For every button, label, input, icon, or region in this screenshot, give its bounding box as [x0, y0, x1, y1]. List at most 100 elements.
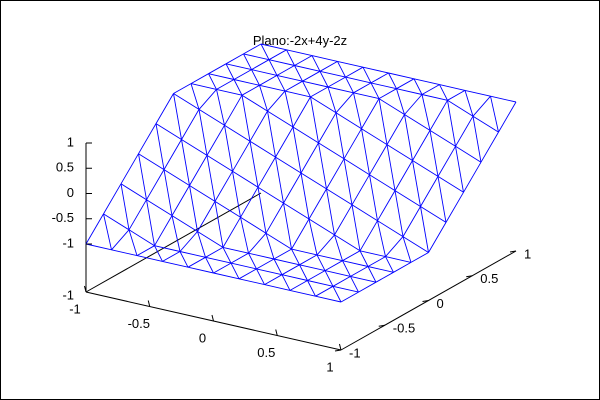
- mesh-line: [318, 142, 345, 160]
- base-left-edge: [85, 192, 262, 293]
- x-tick-label: 0.5: [257, 345, 275, 360]
- z-tick-label: 0.5: [56, 160, 74, 175]
- mesh-diagonal: [412, 160, 421, 207]
- x-tick-mark: [275, 329, 278, 336]
- mesh-diagonal: [260, 43, 270, 60]
- mesh-line: [420, 176, 439, 207]
- mesh-line: [265, 232, 292, 250]
- mesh-line: [273, 258, 300, 266]
- mesh-line: [267, 110, 294, 128]
- mesh-line: [342, 260, 369, 267]
- mesh-line: [103, 183, 122, 215]
- mesh-diagonal: [359, 250, 369, 267]
- mesh-line: [171, 215, 198, 232]
- mesh-line: [264, 284, 291, 291]
- mesh-line: [214, 201, 241, 218]
- mesh-line: [335, 112, 362, 130]
- mesh-line: [404, 114, 431, 131]
- mesh-line: [238, 268, 257, 280]
- mesh-diagonal: [342, 260, 351, 277]
- mesh-diagonal: [230, 262, 240, 280]
- mesh-diagonal: [316, 254, 326, 271]
- mesh-line: [289, 280, 308, 291]
- mesh-line: [472, 95, 491, 117]
- mesh-line: [190, 73, 209, 84]
- mesh-line: [163, 169, 190, 186]
- mesh-line: [402, 236, 429, 253]
- mesh-diagonal: [337, 61, 346, 78]
- mesh-line: [498, 101, 517, 133]
- mesh-line: [230, 262, 257, 270]
- mesh-line: [163, 139, 182, 170]
- mesh-line: [307, 280, 334, 287]
- mesh-line: [421, 94, 448, 101]
- mesh-line: [276, 65, 295, 76]
- z-tick-label: 1: [67, 134, 74, 149]
- tick-labels-group: -1 -0.5 0 0.5 1 -1 -0.5 0 0.5 1 -1 -0.5 0 0.5 1 -1: [52, 134, 532, 374]
- mesh-line: [316, 234, 335, 256]
- mesh-line: [299, 264, 326, 272]
- mesh-line: [251, 59, 270, 70]
- mesh-line: [370, 82, 397, 90]
- chart-title: Plano:-2x+4y-2z: [253, 33, 347, 48]
- mesh-diagonal: [155, 123, 165, 170]
- mesh-diagonal: [197, 231, 206, 258]
- mesh-diagonal: [343, 158, 353, 205]
- mesh-line: [181, 139, 208, 156]
- mesh-line: [375, 271, 394, 283]
- mesh-line: [463, 161, 482, 193]
- mesh-line: [206, 125, 225, 156]
- mesh-line: [394, 160, 413, 191]
- mesh-line: [197, 201, 216, 232]
- x-tick-mark: [84, 285, 87, 293]
- mesh-line: [138, 123, 157, 154]
- mesh-line: [315, 295, 342, 303]
- mesh-line: [265, 202, 284, 234]
- mesh-line: [85, 243, 112, 251]
- mesh-diagonal: [345, 76, 354, 94]
- mesh-diagonal: [311, 55, 321, 72]
- mesh-line: [264, 274, 283, 285]
- mesh-diagonal: [361, 128, 370, 175]
- mesh-line: [128, 229, 155, 247]
- mesh-line: [413, 78, 440, 86]
- mesh-diagonal: [437, 176, 447, 223]
- mesh-diagonal: [318, 142, 327, 189]
- mesh-line: [241, 94, 268, 112]
- mesh-line: [179, 231, 198, 252]
- mesh-line: [334, 234, 361, 252]
- mesh-line: [334, 204, 353, 236]
- mesh-line: [146, 169, 165, 200]
- mesh-line: [437, 146, 456, 177]
- mesh-line: [291, 218, 310, 250]
- mesh-line: [251, 69, 278, 76]
- mesh-line: [402, 206, 421, 237]
- mesh-line: [326, 158, 345, 190]
- mesh-line: [359, 250, 386, 258]
- mesh-line: [319, 70, 346, 78]
- mesh-line: [243, 43, 262, 55]
- y-tick-mark: [378, 324, 385, 327]
- mesh-diagonal: [181, 139, 190, 186]
- mesh-diagonal: [190, 83, 200, 110]
- mesh-line: [249, 140, 276, 158]
- mesh-diagonal: [327, 86, 337, 113]
- mesh-line: [367, 266, 394, 273]
- mesh-line: [213, 262, 232, 274]
- mesh-line: [362, 66, 389, 74]
- mesh-line: [388, 72, 415, 80]
- y-tick-mark: [509, 250, 517, 253]
- mesh-line: [197, 231, 224, 248]
- mesh-line: [369, 174, 396, 191]
- mesh-line: [136, 245, 155, 256]
- mesh-diagonal: [275, 157, 284, 204]
- mesh-line: [345, 76, 372, 84]
- mesh-line: [335, 92, 354, 114]
- mesh-line: [429, 100, 448, 131]
- mesh-diagonal: [299, 264, 308, 281]
- z-tick-label: -0.5: [52, 210, 74, 225]
- mesh-line: [412, 130, 431, 161]
- mesh-line: [257, 156, 276, 188]
- mesh-line: [111, 249, 138, 257]
